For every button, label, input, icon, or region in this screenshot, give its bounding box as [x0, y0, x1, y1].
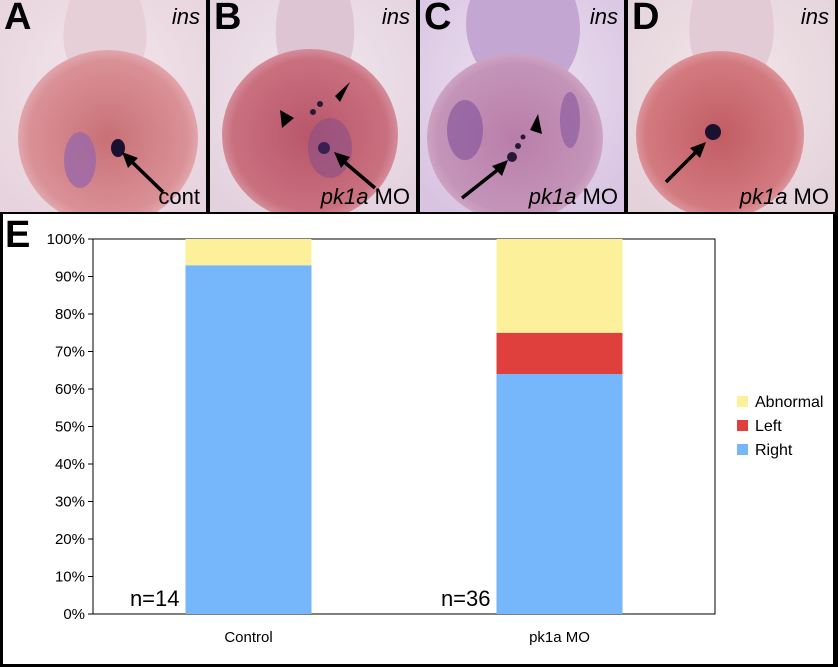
treatment-label: pk1a MO: [739, 184, 829, 209]
y-tick-label: 30%: [55, 494, 85, 511]
panel-a: A ins cont: [0, 0, 206, 212]
legend-swatch-right: [737, 444, 748, 455]
gene-label: ins: [800, 4, 829, 29]
bar-segment-abnormal: [185, 239, 312, 266]
legend-label: Abnormal: [755, 394, 823, 411]
y-tick-label: 70%: [55, 344, 85, 361]
treatment-label: pk1a MO: [528, 184, 618, 209]
panel-d: D ins pk1a MO: [628, 0, 835, 212]
y-tick-label: 20%: [55, 531, 85, 548]
y-tick-label: 80%: [55, 306, 85, 323]
panel-label: C: [424, 0, 452, 38]
legend-label: Left: [755, 418, 782, 435]
insulin-signal: [705, 124, 721, 140]
arrow-icon: [122, 152, 138, 168]
x-category-label: Control: [224, 629, 272, 646]
bar-segment-right: [496, 374, 623, 614]
arrow-icon: [690, 142, 706, 158]
bar-segment-abnormal: [496, 239, 623, 333]
panel-a-image: [0, 0, 206, 212]
x-category-label: pk1a MO: [529, 629, 590, 646]
gene-label: ins: [381, 4, 410, 29]
y-tick-label: 40%: [55, 456, 85, 473]
legend-swatch-left: [737, 420, 748, 431]
arrowhead-icon: [335, 82, 350, 102]
gene-label: ins: [589, 4, 618, 29]
y-tick-label: 90%: [55, 269, 85, 286]
panel-d-image: [628, 0, 835, 212]
legend-label: Right: [755, 442, 793, 459]
panel-label: B: [214, 0, 242, 38]
y-tick-label: 100%: [47, 231, 85, 248]
panel-c: C ins pk1a MO: [420, 0, 624, 212]
insulin-signal: [111, 139, 125, 157]
arrow-icon: [492, 160, 508, 176]
n-label: n=14: [130, 586, 180, 611]
y-tick-label: 10%: [55, 569, 85, 586]
treatment-label: pk1a MO: [320, 184, 410, 209]
bar-segment-right: [185, 265, 312, 614]
panel-b: B ins pk1a MO: [210, 0, 416, 212]
panel-e: 0% 10% 20% 30% 40% 50% 60% 70% 80% 90% 100% Control…: [3, 214, 833, 664]
panel-label: D: [632, 0, 660, 38]
y-tick-label: 50%: [55, 419, 85, 436]
y-tick-label: 60%: [55, 381, 85, 398]
panel-c-image: [420, 0, 624, 212]
gene-label: ins: [171, 4, 200, 29]
stacked-bar-chart: 0% 10% 20% 30% 40% 50% 60% 70% 80% 90% 100% Control…: [47, 231, 824, 646]
arrowhead-icon: [530, 114, 542, 134]
arrowhead-icon: [280, 110, 294, 128]
panel-b-image: [210, 0, 416, 212]
panel-label: A: [4, 0, 32, 38]
bar-segment-left: [496, 332, 623, 374]
y-tick-label: 0%: [63, 606, 85, 623]
treatment-label: cont: [158, 184, 200, 209]
n-label: n=36: [441, 586, 491, 611]
legend-swatch-abnormal: [737, 396, 748, 407]
arrow-icon: [334, 152, 350, 168]
panel-label: E: [5, 214, 31, 256]
